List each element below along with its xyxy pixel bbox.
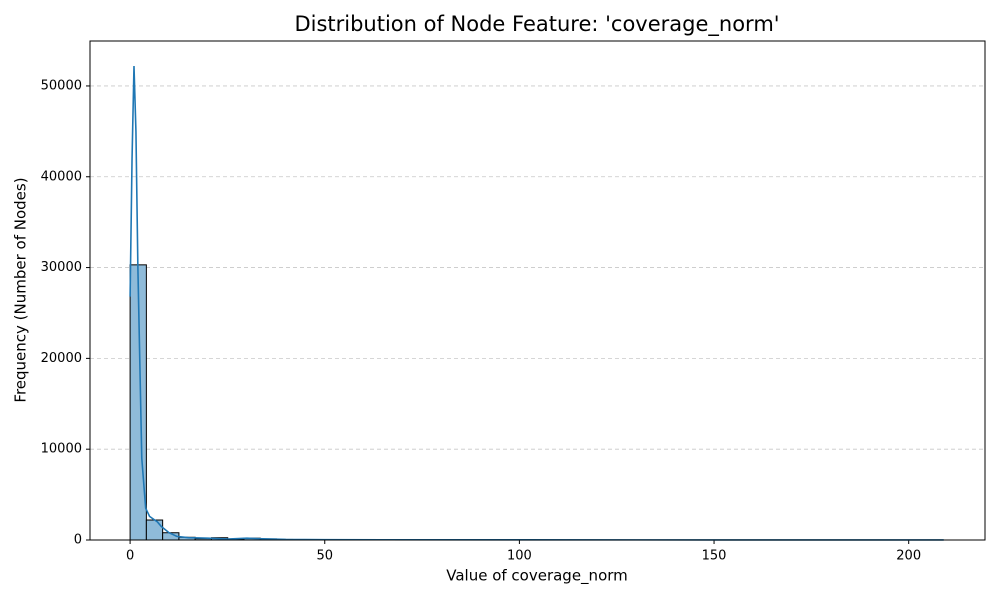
bar [145,519,164,541]
y-axis-label: Frequency (Number of Nodes) [12,177,30,402]
x-axis-label: Value of coverage_norm [446,567,628,586]
y-tick-label: 40000 [41,169,82,184]
x-tick-label: 100 [507,549,532,564]
x-tick-label: 50 [316,549,333,564]
y-tick-label: 50000 [41,78,82,93]
plot-frame [89,40,986,541]
x-tick-label: 200 [896,549,921,564]
y-tick-label: 0 [74,533,82,548]
x-tick-label: 0 [126,549,134,564]
kde-line [129,65,944,541]
chart-title: Distribution of Node Feature: 'coverage_… [294,12,779,37]
y-tick-label: 30000 [41,260,82,275]
y-tick-label: 10000 [41,442,82,457]
y-tick-label: 20000 [41,351,82,366]
x-tick-label: 150 [702,549,727,564]
